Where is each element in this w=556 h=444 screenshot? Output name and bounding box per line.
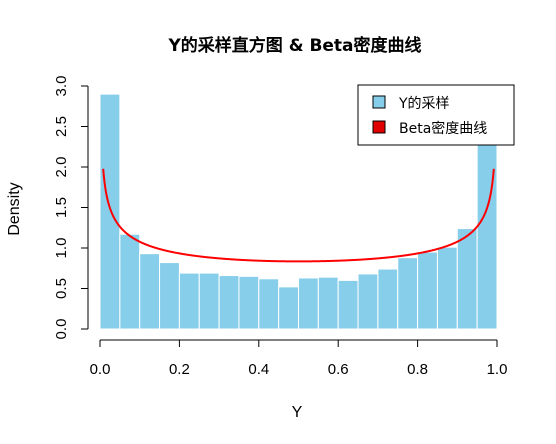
x-tick-label: 0.4 <box>248 361 269 378</box>
y-tick-label: 3.0 <box>53 76 70 97</box>
histogram-bar <box>199 273 219 329</box>
y-tick-label: 2.0 <box>53 157 70 178</box>
histogram-bar <box>219 276 239 329</box>
legend: Y的采样 Beta密度曲线 <box>358 85 514 145</box>
histogram-bar <box>140 254 160 329</box>
x-tick-label: 0.2 <box>169 361 190 378</box>
histogram-bar <box>279 287 299 329</box>
histogram-bar <box>259 279 279 329</box>
histogram-bar <box>239 276 259 329</box>
legend-label-sample: Y的采样 <box>398 96 450 112</box>
histogram-bar <box>398 258 418 329</box>
chart-title: Y的采样直方图 & Beta密度曲线 <box>167 35 421 56</box>
histogram-bar <box>378 269 398 329</box>
histogram-bar <box>120 234 140 329</box>
y-tick-label: 0.0 <box>53 319 70 340</box>
histogram-bar <box>358 274 378 329</box>
y-tick-label: 0.5 <box>53 278 70 299</box>
histogram-bar <box>437 247 457 329</box>
x-axis: 0.0 0.2 0.4 0.6 0.8 1.0 <box>90 340 508 378</box>
histogram-bar <box>457 229 477 329</box>
y-tick-label: 1.5 <box>53 197 70 218</box>
x-tick-label: 1.0 <box>487 361 508 378</box>
legend-label-curve: Beta密度曲线 <box>399 120 487 137</box>
x-tick-label: 0.0 <box>90 361 111 378</box>
x-tick-label: 0.8 <box>407 361 428 378</box>
histogram-bar <box>160 263 180 329</box>
histogram-bar <box>338 280 358 329</box>
y-tick-label: 2.5 <box>53 116 70 137</box>
density-curve-group <box>103 169 494 262</box>
histogram-bar <box>318 277 338 329</box>
x-tick-label: 0.6 <box>328 361 349 378</box>
histogram-bar <box>299 278 319 329</box>
histogram-bar <box>418 252 438 329</box>
y-tick-label: 1.0 <box>53 238 70 259</box>
y-axis-label: Density <box>6 182 23 235</box>
legend-swatch-curve <box>373 121 385 133</box>
histogram-bar <box>100 94 120 329</box>
legend-swatch-sample <box>373 96 385 108</box>
beta-density-curve <box>103 169 494 262</box>
y-axis: 0.0 0.5 1.0 1.5 2.0 2.5 3.0 <box>53 76 88 340</box>
histogram-bar <box>179 273 199 329</box>
x-axis-label: Y <box>292 404 303 421</box>
